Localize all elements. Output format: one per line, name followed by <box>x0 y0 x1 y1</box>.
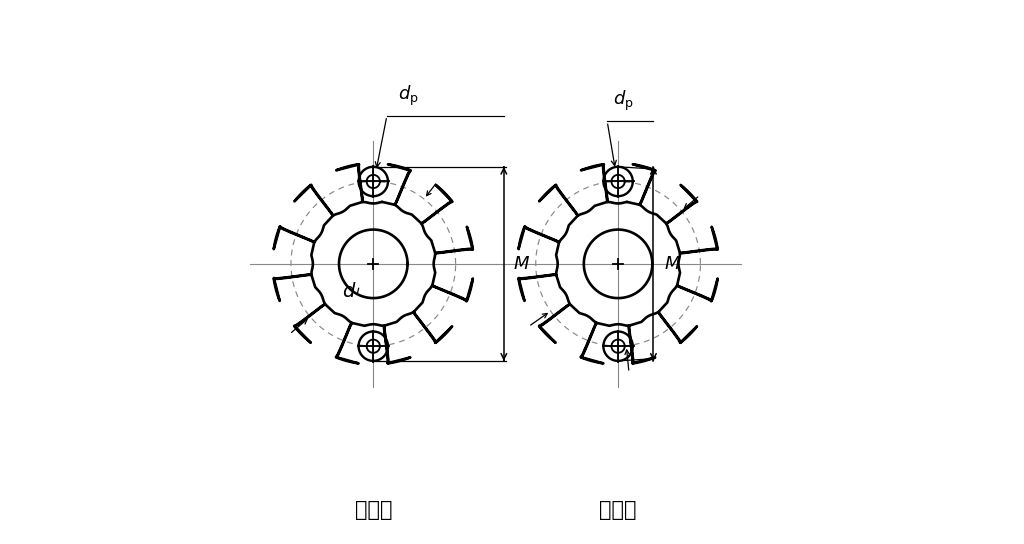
Text: $d_{\rm p}$: $d_{\rm p}$ <box>397 84 419 108</box>
Text: 偶数齿: 偶数齿 <box>354 500 392 520</box>
Text: $d$: $d$ <box>342 282 357 300</box>
Text: $M$: $M$ <box>513 255 530 273</box>
Text: $M$: $M$ <box>665 255 681 273</box>
Text: 奇数齿: 奇数齿 <box>599 500 637 520</box>
Text: $d_{\rm p}$: $d_{\rm p}$ <box>612 89 634 113</box>
